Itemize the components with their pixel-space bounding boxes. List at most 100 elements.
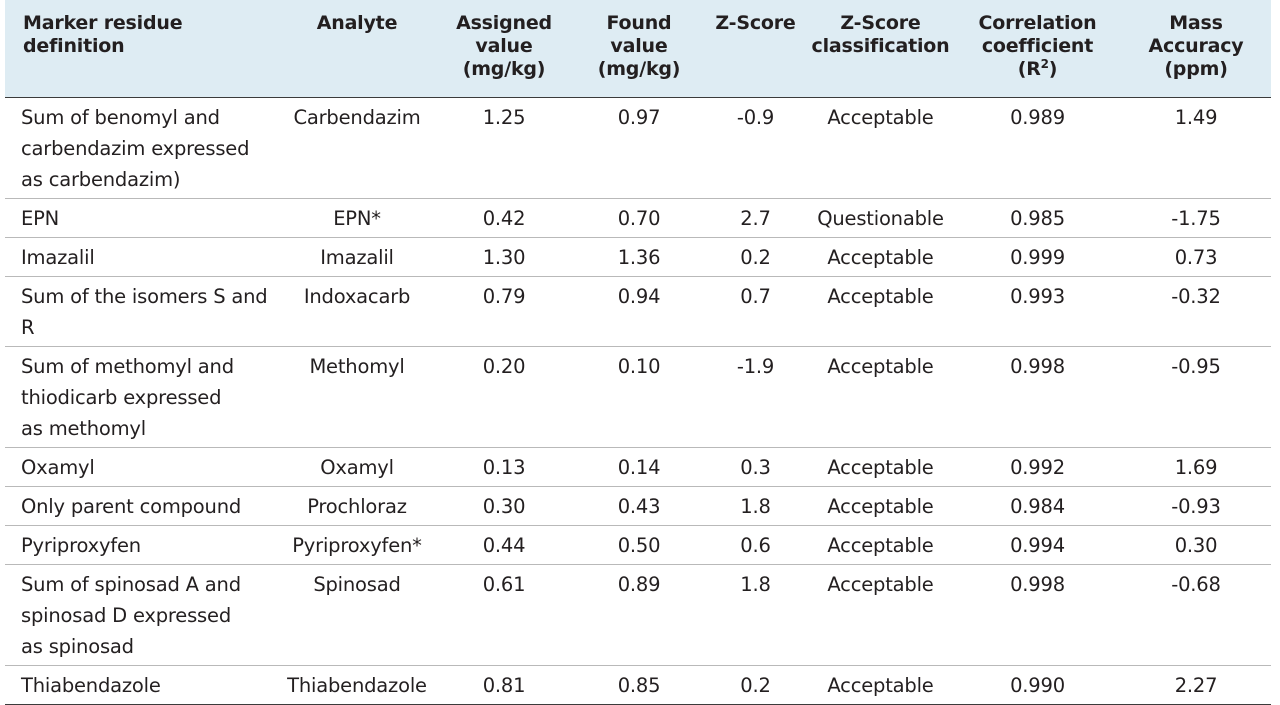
header-text: Analyte	[316, 12, 398, 34]
assigned-value-cell: 0.44	[434, 525, 574, 565]
marker-residue-cell: Oxamyl	[5, 447, 280, 487]
header-z-score-classification: Z-Score classification	[807, 0, 954, 98]
header-z-score: Z-Score	[704, 0, 807, 98]
marker-residue-line: Sum of spinosad A and	[21, 572, 241, 596]
z-score-classification-cell: Acceptable	[807, 525, 954, 565]
marker-residue-cell: EPN	[5, 198, 280, 238]
header-line: (mg/kg)	[462, 58, 546, 80]
table-row: EPN EPN* 0.42 0.70 2.7 Questionable 0.985 -1.75	[5, 198, 1271, 238]
assigned-value-cell: 1.30	[434, 237, 574, 277]
marker-residue-line: as spinosad	[21, 634, 134, 658]
header-line: value	[475, 35, 533, 57]
table-row: Imazalil Imazalil 1.30 1.36 0.2 Acceptable 0.9…	[5, 237, 1271, 277]
marker-residue-cell: Imazalil	[5, 237, 280, 277]
marker-residue-line: as methomyl	[21, 416, 146, 440]
z-score-classification-cell: Acceptable	[807, 447, 954, 487]
z-score-classification-cell: Acceptable	[807, 486, 954, 526]
z-score-cell: 2.7	[704, 198, 807, 238]
table-body: Sum of benomyl and carbendazim expressed a…	[5, 97, 1271, 705]
analyte-cell: Imazalil	[280, 237, 434, 277]
marker-residue-line: Pyriproxyfen	[21, 533, 141, 557]
marker-residue-cell: Sum of spinosad A and spinosad D expresse…	[5, 564, 280, 666]
marker-residue-line: thiodicarb expressed	[21, 385, 222, 409]
z-score-cell: 0.7	[704, 276, 807, 347]
marker-residue-line: Thiabendazole	[21, 673, 161, 697]
mass-accuracy-cell: 0.73	[1121, 237, 1271, 277]
header-line: Accuracy	[1148, 35, 1244, 57]
marker-residue-cell: Thiabendazole	[5, 665, 280, 705]
results-table: Marker residue definition Analyte Assign…	[5, 0, 1271, 705]
header-line: Found	[606, 12, 672, 34]
z-score-cell: -0.9	[704, 97, 807, 199]
z-score-cell: 0.6	[704, 525, 807, 565]
mass-accuracy-cell: 1.69	[1121, 447, 1271, 487]
header-line: classification	[811, 35, 950, 57]
z-score-classification-cell: Acceptable	[807, 665, 954, 705]
header-line: (R	[1017, 58, 1041, 80]
marker-residue-line: Oxamyl	[21, 455, 95, 479]
header-line: Z-Score	[840, 12, 921, 34]
header-analyte: Analyte	[280, 0, 434, 98]
mass-accuracy-cell: -0.93	[1121, 486, 1271, 526]
table-row: Sum of methomyl and thiodicarb expressed a…	[5, 346, 1271, 448]
header-mass-accuracy: Mass Accuracy (ppm)	[1121, 0, 1271, 98]
assigned-value-cell: 0.30	[434, 486, 574, 526]
header-correlation-coefficient: Correlation coefficient (R2)	[954, 0, 1121, 98]
marker-residue-cell: Sum of methomyl and thiodicarb expressed a…	[5, 346, 280, 448]
z-score-cell: -1.9	[704, 346, 807, 448]
mass-accuracy-cell: -0.32	[1121, 276, 1271, 347]
table-row: Sum of benomyl and carbendazim expressed a…	[5, 97, 1271, 199]
found-value-cell: 0.50	[574, 525, 704, 565]
analyte-cell: Prochloraz	[280, 486, 434, 526]
marker-residue-cell: Sum of the isomers S and R	[5, 276, 280, 347]
correlation-cell: 0.989	[954, 97, 1121, 199]
z-score-classification-cell: Acceptable	[807, 276, 954, 347]
assigned-value-cell: 0.81	[434, 665, 574, 705]
table-row: Sum of spinosad A and spinosad D expresse…	[5, 564, 1271, 666]
z-score-classification-cell: Questionable	[807, 198, 954, 238]
z-score-cell: 0.2	[704, 665, 807, 705]
found-value-cell: 0.14	[574, 447, 704, 487]
header-line: (ppm)	[1164, 58, 1228, 80]
z-score-classification-cell: Acceptable	[807, 97, 954, 199]
found-value-cell: 0.89	[574, 564, 704, 666]
header-line: Mass	[1169, 12, 1223, 34]
marker-residue-cell: Sum of benomyl and carbendazim expressed a…	[5, 97, 280, 199]
marker-residue-line: Imazalil	[21, 245, 95, 269]
table-row: Pyriproxyfen Pyriproxyfen* 0.44 0.50 0.6 Acce…	[5, 525, 1271, 565]
assigned-value-cell: 0.20	[434, 346, 574, 448]
table-row: Sum of the isomers S and R Indoxacarb 0.79…	[5, 276, 1271, 347]
correlation-cell: 0.985	[954, 198, 1121, 238]
marker-residue-cell: Only parent compound	[5, 486, 280, 526]
z-score-cell: 1.8	[704, 564, 807, 666]
mass-accuracy-cell: 0.30	[1121, 525, 1271, 565]
z-score-cell: 1.8	[704, 486, 807, 526]
analyte-cell: Oxamyl	[280, 447, 434, 487]
mass-accuracy-cell: -0.68	[1121, 564, 1271, 666]
header-row: Marker residue definition Analyte Assign…	[5, 0, 1271, 98]
marker-residue-cell: Pyriproxyfen	[5, 525, 280, 565]
found-value-cell: 0.70	[574, 198, 704, 238]
correlation-cell: 0.998	[954, 564, 1121, 666]
marker-residue-line: Sum of methomyl and	[21, 354, 234, 378]
analyte-cell: Carbendazim	[280, 97, 434, 199]
z-score-cell: 0.3	[704, 447, 807, 487]
z-score-cell: 0.2	[704, 237, 807, 277]
analyte-cell: EPN*	[280, 198, 434, 238]
table-row: Oxamyl Oxamyl 0.13 0.14 0.3 Acceptable 0.992 1.…	[5, 447, 1271, 487]
correlation-cell: 0.999	[954, 237, 1121, 277]
analyte-cell: Spinosad	[280, 564, 434, 666]
found-value-cell: 0.85	[574, 665, 704, 705]
assigned-value-cell: 0.61	[434, 564, 574, 666]
header-text: Marker residue definition	[23, 12, 183, 57]
mass-accuracy-cell: 2.27	[1121, 665, 1271, 705]
mass-accuracy-cell: -1.75	[1121, 198, 1271, 238]
analyte-cell: Thiabendazole	[280, 665, 434, 705]
header-line: (mg/kg)	[597, 58, 681, 80]
marker-residue-line: Sum of benomyl and	[21, 105, 220, 129]
marker-residue-line: Sum of the isomers S and R	[21, 284, 268, 339]
found-value-cell: 0.94	[574, 276, 704, 347]
analyte-cell: Indoxacarb	[280, 276, 434, 347]
mass-accuracy-cell: 1.49	[1121, 97, 1271, 199]
correlation-cell: 0.984	[954, 486, 1121, 526]
